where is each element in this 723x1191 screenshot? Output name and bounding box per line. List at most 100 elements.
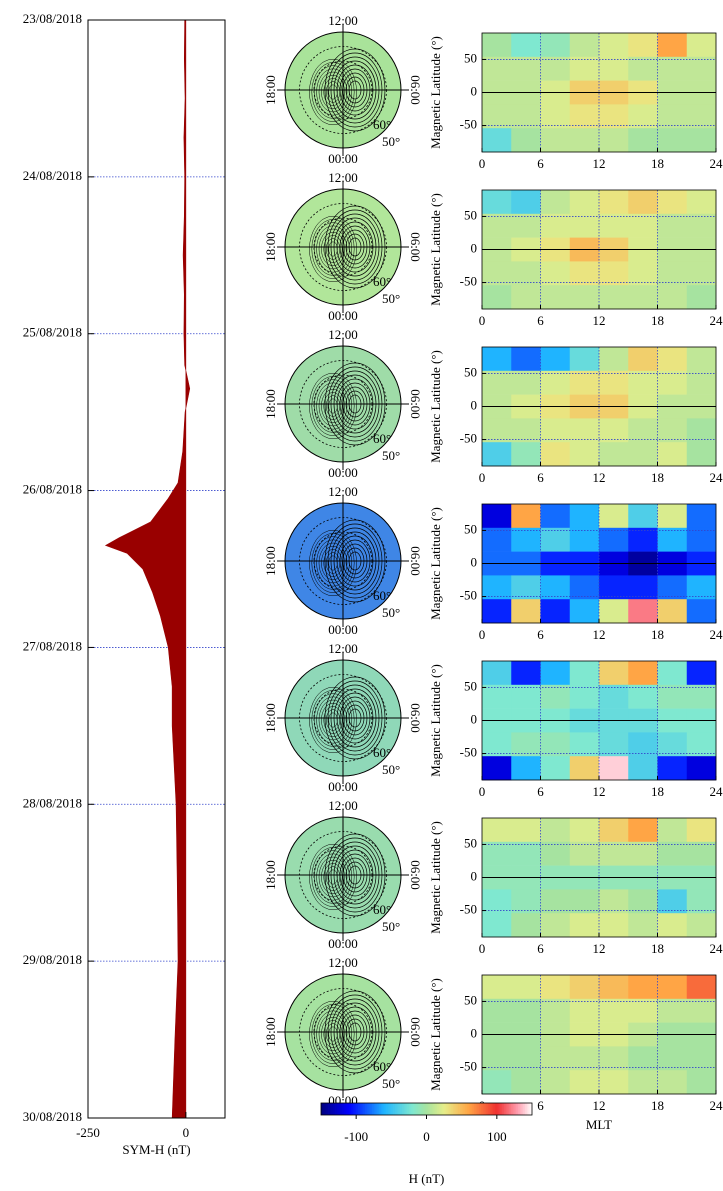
heat-cell — [628, 128, 658, 152]
heat-cell — [658, 442, 688, 466]
x-tick-label: 24 — [710, 313, 723, 328]
sym-h-area — [106, 20, 190, 1118]
heat-cell — [482, 528, 512, 552]
heat-cell — [570, 842, 600, 866]
heat-cell — [628, 418, 658, 442]
mlt-label: 06:00 — [408, 1017, 423, 1047]
value-tick-label: -250 — [76, 1125, 100, 1140]
axis-label: SYM-H (nT) — [122, 1142, 190, 1157]
heat-cell — [511, 975, 541, 999]
y-tick-label: 0 — [471, 1025, 478, 1040]
heat-cell — [687, 57, 717, 81]
heat-cell — [570, 347, 600, 371]
heat-cell — [511, 33, 541, 57]
heat-cell — [658, 575, 688, 599]
heat-cell — [541, 57, 571, 81]
heat-cell — [570, 104, 600, 128]
x-tick-label: 0 — [479, 470, 486, 485]
x-tick-label: 18 — [651, 1098, 664, 1113]
mlt-label: 00:00 — [328, 151, 358, 166]
mlt-label: 06:00 — [408, 75, 423, 105]
x-tick-label: 0 — [479, 941, 486, 956]
heat-cell — [570, 504, 600, 528]
heat-cell — [599, 1070, 629, 1094]
heat-cell — [687, 842, 717, 866]
heat-cell — [628, 661, 658, 685]
heat-cell — [541, 999, 571, 1023]
heat-cell — [628, 347, 658, 371]
heat-cell — [482, 285, 512, 309]
heat-cell — [511, 756, 541, 780]
heat-cell — [628, 685, 658, 709]
heat-cell — [570, 575, 600, 599]
x-tick-label: 24 — [710, 784, 723, 799]
x-tick-label: 12 — [593, 313, 606, 328]
heat-cell — [570, 599, 600, 623]
heat-cell — [511, 685, 541, 709]
y-tick-label: -50 — [460, 274, 477, 289]
heat-cell — [628, 599, 658, 623]
heat-cell — [511, 261, 541, 285]
heat-cell — [541, 599, 571, 623]
heat-cell — [658, 285, 688, 309]
heat-cell — [570, 975, 600, 999]
x-tick-label: 6 — [537, 470, 544, 485]
polar-map: 12:0018:0006:0000:0060°50° — [263, 327, 423, 480]
heat-cell — [541, 128, 571, 152]
heat-cell — [599, 732, 629, 756]
heat-cell — [570, 528, 600, 552]
mlt-label: 06:00 — [408, 546, 423, 576]
y-tick-label: 50 — [464, 364, 477, 379]
x-tick-label: 18 — [651, 627, 664, 642]
heat-cell — [599, 575, 629, 599]
mlt-label: 12:00 — [328, 955, 358, 970]
value-tick-label: 0 — [183, 1125, 190, 1140]
x-tick-label: 12 — [593, 784, 606, 799]
heat-cell — [628, 57, 658, 81]
heat-cell — [599, 999, 629, 1023]
colorbar-tick-label: 0 — [423, 1129, 430, 1144]
heat-cell — [482, 756, 512, 780]
y-tick-label: 0 — [471, 554, 478, 569]
heat-cell — [687, 214, 717, 238]
heat-cell — [511, 889, 541, 913]
x-tick-label: 0 — [479, 156, 486, 171]
heat-cell — [628, 528, 658, 552]
colorbar-tick-label: -100 — [344, 1129, 368, 1144]
heat-cell — [628, 842, 658, 866]
heat-cell — [541, 214, 571, 238]
heat-cell — [687, 889, 717, 913]
heat-cell — [541, 732, 571, 756]
heat-cell — [570, 418, 600, 442]
heat-cell — [628, 33, 658, 57]
time-tick-label: 25/08/2018 — [23, 325, 82, 340]
heat-cell — [541, 913, 571, 937]
heat-cell — [482, 818, 512, 842]
heat-cell — [658, 756, 688, 780]
lat-label: 50° — [382, 448, 400, 463]
x-tick-label: 0 — [479, 313, 486, 328]
heat-cell — [541, 661, 571, 685]
heat-cell — [511, 442, 541, 466]
mlt-label: 18:00 — [263, 232, 278, 262]
mlt-label: 06:00 — [408, 860, 423, 890]
heat-cell — [599, 528, 629, 552]
heat-cell — [687, 732, 717, 756]
x-tick-label: 0 — [479, 627, 486, 642]
heat-cell — [628, 732, 658, 756]
heat-cell — [599, 504, 629, 528]
x-tick-label: 6 — [537, 627, 544, 642]
x-tick-label: 18 — [651, 156, 664, 171]
heat-cell — [628, 504, 658, 528]
y-tick-label: -50 — [460, 745, 477, 760]
lat-label: 50° — [382, 134, 400, 149]
mlt-label: 06:00 — [408, 703, 423, 733]
heat-cell — [511, 528, 541, 552]
y-tick-label: 50 — [464, 521, 477, 536]
heat-cell — [658, 999, 688, 1023]
heat-cell — [511, 57, 541, 81]
heat-cell — [599, 128, 629, 152]
mlt-label: 00:00 — [328, 622, 358, 637]
polar-map: 12:0018:0006:0000:0060°50° — [263, 13, 423, 166]
heat-cell — [570, 661, 600, 685]
